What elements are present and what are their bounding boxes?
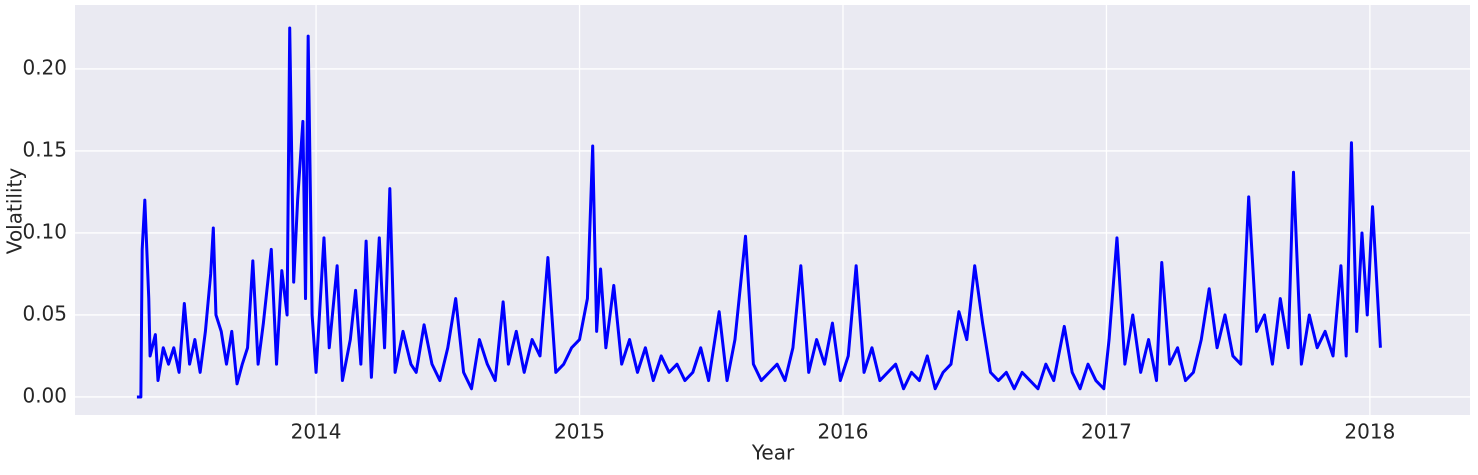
y-tick-label: 0.00 bbox=[22, 383, 67, 407]
x-tick-label: 2015 bbox=[554, 420, 605, 444]
x-tick-label: 2017 bbox=[1081, 420, 1132, 444]
y-axis-label: Volatility bbox=[3, 168, 27, 255]
x-tick-label: 2018 bbox=[1344, 420, 1395, 444]
y-tick-label: 0.10 bbox=[22, 219, 67, 243]
y-tick-label: 0.20 bbox=[22, 55, 67, 79]
y-tick-label: 0.05 bbox=[22, 301, 67, 325]
y-tick-label: 0.15 bbox=[22, 137, 67, 161]
x-axis-label: Year bbox=[751, 441, 795, 465]
line bbox=[136, 26, 1382, 399]
x-tick-label: 2014 bbox=[291, 420, 342, 444]
x-tick-label: 2016 bbox=[818, 420, 869, 444]
plot-area bbox=[75, 5, 1470, 415]
